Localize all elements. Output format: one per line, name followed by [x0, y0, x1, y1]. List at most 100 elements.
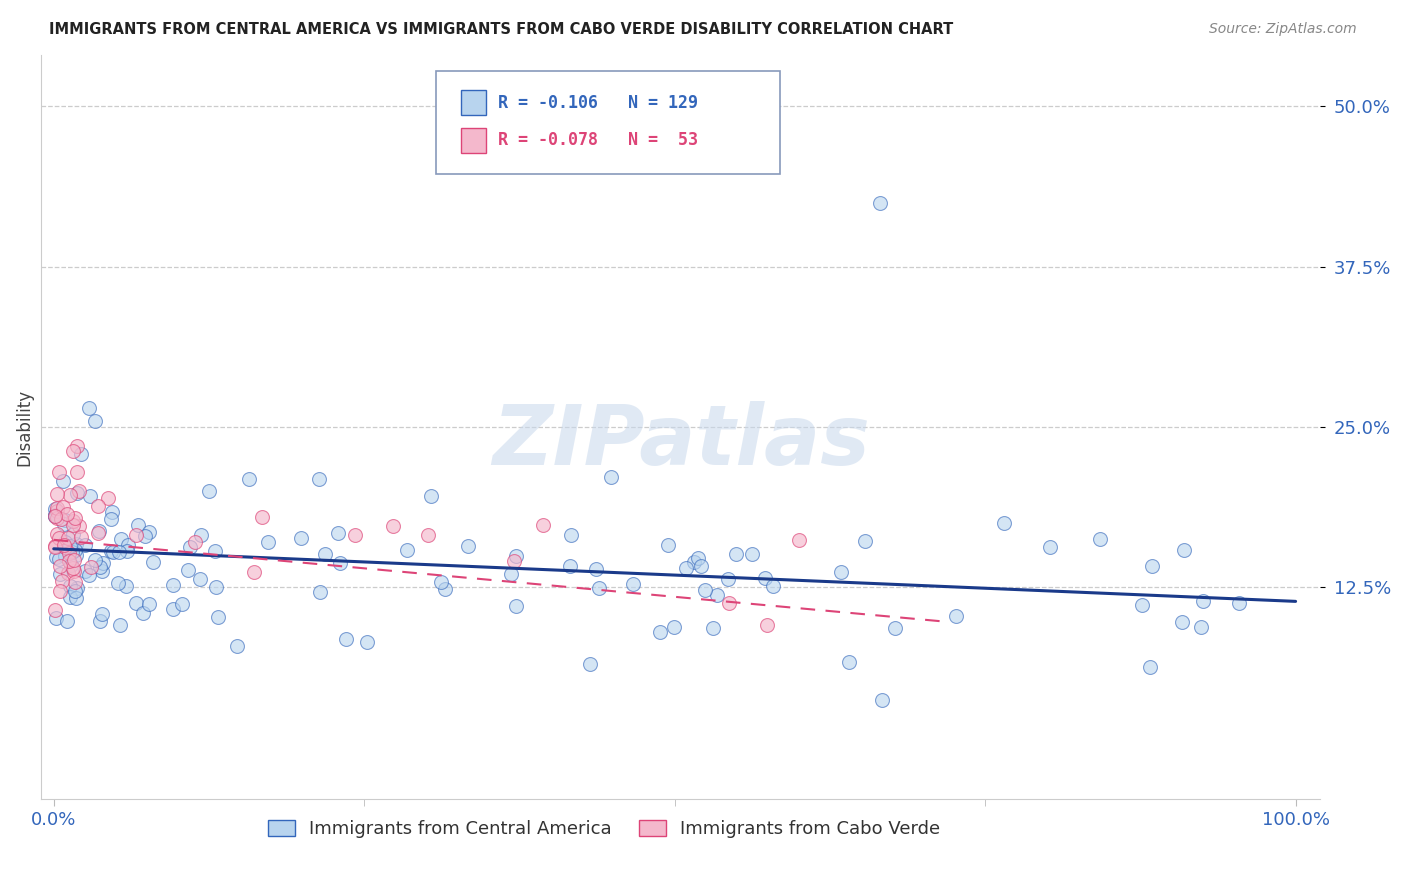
Point	[290, 532, 312, 546]
Point	[142, 555, 165, 569]
Point	[62, 514, 84, 528]
Point	[69, 530, 91, 544]
Point	[46, 501, 69, 516]
Point	[108, 545, 131, 559]
Point	[53, 538, 76, 552]
Point	[505, 599, 527, 613]
Point	[690, 559, 713, 574]
Point	[430, 574, 453, 589]
Point	[1191, 620, 1213, 634]
Point	[125, 528, 148, 542]
Point	[44, 501, 66, 516]
Point	[46, 527, 69, 541]
Text: Source: ZipAtlas.com: Source: ZipAtlas.com	[1209, 22, 1357, 37]
Point	[188, 572, 211, 586]
Point	[44, 602, 66, 616]
Point	[63, 575, 86, 590]
Point	[46, 487, 69, 501]
Point	[993, 516, 1015, 531]
Point	[838, 655, 860, 669]
Point	[63, 584, 86, 599]
Point	[179, 540, 201, 554]
Point	[343, 528, 366, 542]
Point	[176, 564, 198, 578]
Point	[59, 539, 82, 553]
Point	[706, 588, 728, 602]
Point	[457, 539, 479, 553]
Point	[1130, 598, 1153, 612]
Point	[73, 538, 96, 552]
Point	[100, 512, 122, 526]
Point	[502, 554, 524, 568]
Point	[44, 508, 66, 522]
Point	[45, 611, 67, 625]
Point	[505, 549, 527, 564]
Point	[90, 607, 112, 622]
Point	[66, 485, 89, 500]
Point	[117, 538, 139, 552]
Point	[77, 567, 100, 582]
Point	[741, 547, 763, 561]
Point	[66, 582, 89, 596]
Point	[683, 555, 706, 569]
Point	[1140, 559, 1163, 574]
Point	[204, 544, 226, 558]
Point	[87, 526, 110, 541]
Point	[73, 564, 96, 578]
Point	[420, 489, 443, 503]
Point	[48, 551, 70, 566]
Point	[63, 565, 86, 579]
Point	[329, 556, 352, 570]
Point	[252, 509, 274, 524]
Point	[693, 582, 716, 597]
Text: R = -0.106   N = 129: R = -0.106 N = 129	[498, 94, 697, 112]
Point	[1227, 596, 1250, 610]
Point	[89, 615, 111, 629]
Point	[103, 545, 125, 559]
Point	[134, 529, 156, 543]
Point	[675, 560, 697, 574]
Point	[225, 640, 247, 654]
Point	[62, 561, 84, 575]
Point	[48, 465, 70, 479]
Point	[170, 598, 193, 612]
Point	[80, 560, 103, 574]
Point	[588, 582, 610, 596]
Point	[501, 567, 523, 582]
Point	[335, 632, 357, 647]
Point	[314, 547, 336, 561]
Point	[664, 620, 686, 634]
Point	[1039, 540, 1062, 554]
Point	[138, 597, 160, 611]
Point	[356, 635, 378, 649]
Point	[63, 511, 86, 525]
Point	[162, 602, 184, 616]
Point	[108, 618, 131, 632]
Point	[70, 447, 93, 461]
Point	[44, 509, 66, 524]
Point	[52, 500, 75, 515]
Point	[60, 545, 83, 559]
Point	[197, 483, 219, 498]
Point	[66, 465, 89, 479]
Point	[45, 511, 67, 525]
Point	[434, 582, 457, 596]
Point	[65, 591, 87, 605]
Point	[100, 543, 122, 558]
Point	[77, 401, 100, 415]
Point	[945, 608, 967, 623]
Point	[59, 488, 82, 502]
Point	[688, 550, 710, 565]
Point	[48, 566, 70, 581]
Point	[869, 195, 891, 210]
Point	[53, 517, 76, 532]
Point	[51, 574, 73, 588]
Point	[657, 538, 679, 552]
Point	[59, 591, 82, 605]
Point	[207, 609, 229, 624]
Text: IMMIGRANTS FROM CENTRAL AMERICA VS IMMIGRANTS FROM CABO VERDE DISABILITY CORRELA: IMMIGRANTS FROM CENTRAL AMERICA VS IMMIG…	[49, 22, 953, 37]
Point	[49, 511, 72, 525]
Point	[396, 542, 419, 557]
Point	[190, 527, 212, 541]
Point	[127, 517, 149, 532]
